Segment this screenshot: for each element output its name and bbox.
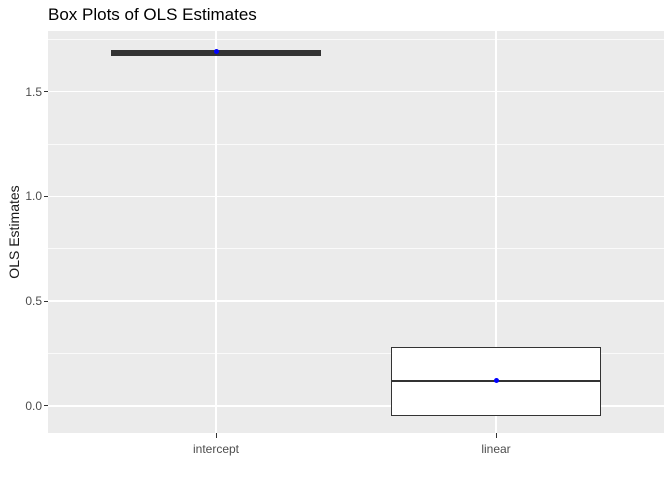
x-tick-mark [495, 433, 497, 438]
gridline-v [495, 31, 497, 433]
gridline-minor-h [48, 352, 664, 354]
gridline-minor-h [48, 248, 664, 250]
x-tick-label: intercept [192, 442, 240, 456]
x-tick-mark [215, 433, 217, 438]
y-tick-label: 0.0 [25, 398, 42, 413]
chart-title: Box Plots of OLS Estimates [48, 5, 257, 24]
mean-point [213, 49, 219, 55]
gridline-minor-h [48, 38, 664, 40]
plot-panel [48, 31, 664, 433]
x-tick-label: linear [481, 442, 511, 456]
y-tick-label: 1.5 [25, 84, 42, 99]
gridline-major-h [48, 405, 664, 407]
mean-point [493, 378, 499, 384]
y-tick-mark [43, 300, 48, 302]
y-tick-mark [43, 195, 48, 197]
gridline-major-h [48, 300, 664, 302]
gridline-minor-h [48, 143, 664, 145]
gridline-major-h [48, 195, 664, 198]
y-tick-label: 1.0 [25, 189, 42, 204]
y-tick-mark [43, 91, 48, 93]
y-tick-label: 0.5 [25, 294, 42, 309]
gridline-major-h [48, 90, 664, 93]
y-tick-mark [43, 405, 48, 407]
gridline-v [215, 31, 217, 433]
